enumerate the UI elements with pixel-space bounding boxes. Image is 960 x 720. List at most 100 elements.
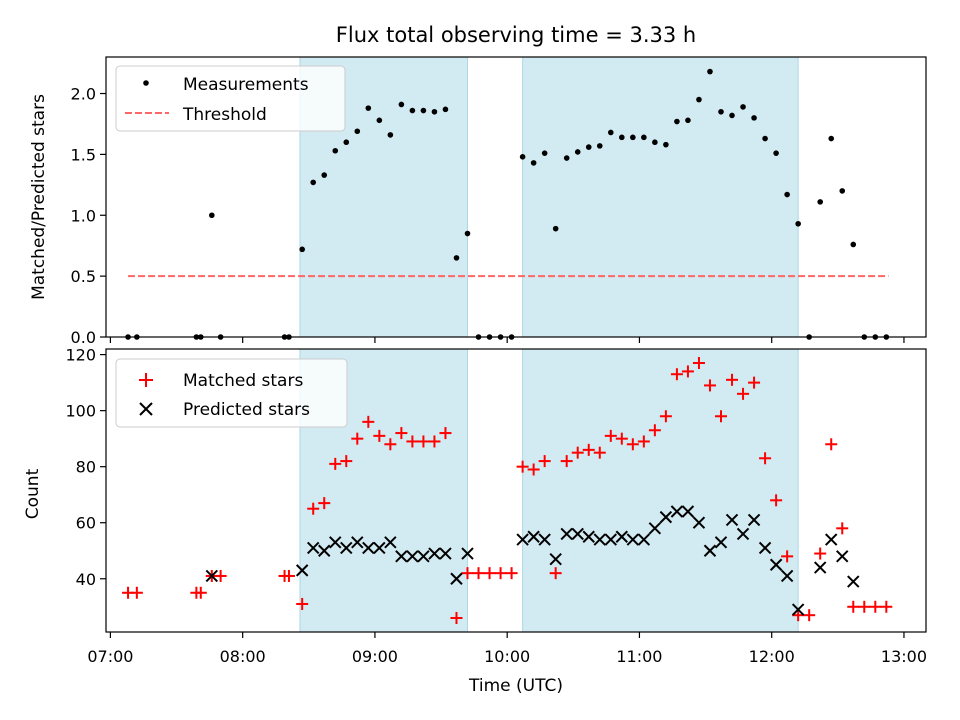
measurement-point	[674, 118, 680, 125]
matched-star-point	[214, 569, 227, 582]
predicted-star-point	[813, 561, 827, 574]
predicted-star-point	[516, 533, 529, 546]
measurement-point	[685, 117, 691, 124]
legend-predicted-stars: Predicted stars	[183, 400, 310, 420]
predicted-star-point	[681, 505, 695, 518]
matched-legend-marker	[139, 373, 153, 387]
legend-threshold: Threshold	[182, 105, 267, 125]
y-tick-label: 40	[76, 570, 96, 589]
measurement-point	[828, 135, 835, 142]
matched-star-point	[825, 438, 838, 451]
predicted-star-point	[736, 527, 750, 541]
measurement-point	[740, 104, 746, 110]
matched-star-point	[549, 567, 562, 580]
matched-star-point	[318, 497, 331, 510]
predicted-star-point	[406, 550, 419, 563]
x-tick-label: 13:00	[881, 647, 927, 666]
x-tick-label: 12:00	[749, 647, 795, 666]
matched-star-point	[748, 376, 761, 389]
predicted-star-point	[329, 536, 342, 549]
matched-star-point	[130, 586, 143, 599]
measurement-point	[619, 134, 625, 141]
measurement-point	[718, 108, 724, 115]
top-panel: 0.00.51.01.52.0 Matched/Predicted stars …	[29, 56, 927, 347]
x-tick-label: 09:00	[352, 647, 398, 666]
bottom-axes-frame	[105, 348, 927, 633]
bottom-legend: Matched stars Predicted stars	[115, 358, 348, 428]
predicted-star-point	[659, 510, 673, 524]
predicted-star-point	[615, 530, 629, 543]
measurement-point	[299, 246, 305, 253]
matched-star-point	[615, 432, 628, 445]
bottom-y-axis-label: Count	[23, 468, 43, 519]
y-tick-label: 2.0	[71, 85, 96, 104]
matched-star-point	[681, 365, 694, 378]
predicted-star-point	[758, 541, 772, 555]
measurement-point	[596, 143, 603, 149]
measurement-point	[376, 117, 383, 124]
matched-star-point	[858, 600, 871, 613]
top-shaded-regions	[299, 56, 799, 338]
measurement-point	[707, 68, 713, 75]
measurement-point	[696, 96, 702, 103]
x-tick-label: 11:00	[616, 647, 662, 666]
measurement-point	[387, 132, 394, 138]
matched-star-point	[296, 597, 309, 610]
top-y-axis-label: Matched/Predicted stars	[29, 94, 49, 300]
predicted-star-point	[571, 527, 584, 541]
chart-title: Flux total observing time = 3.33 h	[336, 23, 696, 47]
predicted-star-point	[604, 533, 617, 546]
predicted-star-point	[428, 547, 441, 560]
matched-star-point	[792, 609, 805, 622]
measurement-point	[321, 172, 328, 178]
matched-star-point	[373, 429, 386, 442]
predicted-star-point	[373, 541, 386, 555]
predicted-star-point	[648, 522, 662, 535]
matched-star-point	[715, 410, 727, 423]
predicted-star-point	[714, 536, 728, 549]
matched-star-point	[538, 455, 551, 468]
measurement-point	[817, 199, 823, 205]
matched-star-point	[329, 457, 342, 470]
matched-star-point	[461, 567, 474, 580]
matched-star-point	[582, 443, 595, 456]
measurement-point	[343, 139, 350, 146]
matched-star-point	[814, 547, 827, 560]
measurement-legend-marker	[143, 80, 149, 86]
top-y-ticks: 0.0 0.5 1.0 1.5 2.0	[71, 85, 106, 347]
predicted-star-point	[626, 533, 640, 546]
measurement-point	[332, 147, 339, 154]
matched-star-point	[472, 567, 485, 580]
matched-star-point	[395, 427, 408, 440]
measurement-point	[431, 108, 438, 115]
measurement-point	[398, 101, 405, 108]
matched-star-point	[593, 446, 606, 459]
matched-star-point	[836, 522, 849, 535]
predicted-star-point	[295, 564, 309, 577]
predicted-star-point	[417, 550, 430, 563]
measurement-point	[310, 179, 317, 186]
matched-star-point	[362, 415, 375, 428]
measurement-point	[563, 155, 570, 161]
shaded-interval-2	[522, 348, 799, 633]
matched-star-point	[516, 460, 529, 473]
matched-star-point	[626, 438, 639, 451]
predicted-star-point	[725, 513, 739, 527]
bottom-panel: 40 60 80 100 120 07:00 08:00 09:00 10:00 11:00 12…	[23, 346, 927, 696]
predicted-star-point	[847, 575, 860, 588]
bottom-x-ticks: 07:00 08:00 09:00 10:00 11:00 12:00 13:00	[87, 632, 927, 666]
measurement-point	[365, 105, 372, 111]
y-tick-label: 1.0	[71, 206, 96, 225]
predicted-star-point	[461, 547, 474, 560]
matched-star-point	[759, 452, 772, 465]
measurement-point	[839, 188, 846, 194]
measurement-point	[552, 225, 559, 232]
predicted-star-point	[703, 544, 717, 557]
measurement-point	[784, 191, 790, 198]
predicted-star-point	[825, 533, 838, 546]
matched-star-point	[483, 567, 496, 580]
top-axes-frame	[105, 56, 927, 338]
matched-star-point	[637, 435, 650, 448]
measurement-point	[850, 241, 857, 248]
legend-matched-stars: Matched stars	[183, 371, 303, 391]
